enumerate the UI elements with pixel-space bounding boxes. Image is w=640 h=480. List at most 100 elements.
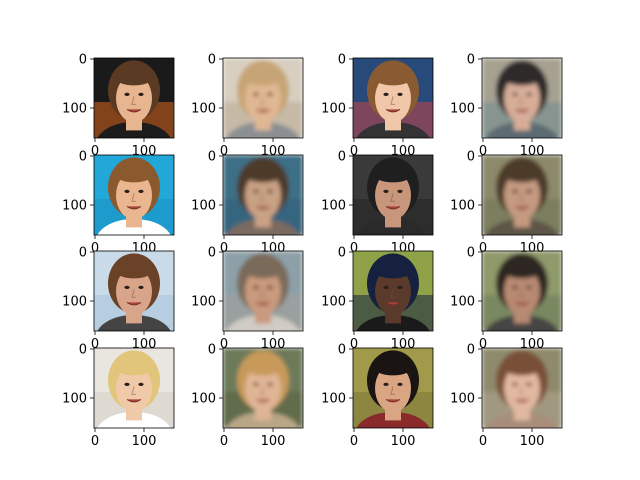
reconstructed-face-image <box>482 348 562 428</box>
face-panel: 0 100 0 100 <box>62 343 175 449</box>
y-tick-label: 0 <box>467 343 475 358</box>
y-tick-label: 0 <box>338 246 346 261</box>
y-tick-label: 100 <box>450 295 475 310</box>
axes-frame <box>352 347 434 429</box>
face-panel: 0 100 0 100 <box>321 343 434 449</box>
y-tick-label: 100 <box>191 199 216 214</box>
original-face-image <box>94 251 174 331</box>
y-tick-label: 0 <box>467 53 475 68</box>
face-panel: 0 100 0 100 <box>450 343 563 449</box>
y-tick-label: 0 <box>208 150 216 165</box>
y-tick-label: 100 <box>450 199 475 214</box>
y-tick-label: 0 <box>338 150 346 165</box>
axes-frame <box>481 347 563 429</box>
x-tick-label: 0 <box>479 434 487 449</box>
x-tick-label: 0 <box>350 144 358 159</box>
x-tick-label: 100 <box>391 434 416 449</box>
x-tick-label: 0 <box>91 144 99 159</box>
original-face-image <box>353 58 433 138</box>
x-tick-label: 100 <box>132 434 157 449</box>
reconstructed-face-image <box>482 58 562 138</box>
axes-frame <box>93 347 175 429</box>
y-tick-label: 0 <box>467 150 475 165</box>
x-tick-label: 0 <box>350 434 358 449</box>
original-face-image <box>94 58 174 138</box>
original-face-image <box>353 251 433 331</box>
reconstructed-face-image <box>482 251 562 331</box>
x-tick-label: 0 <box>220 144 228 159</box>
y-tick-label: 0 <box>79 343 87 358</box>
original-face-image <box>353 155 433 235</box>
x-tick-label: 0 <box>479 337 487 352</box>
axes-frame <box>222 347 304 429</box>
face-panel: 0 100 0 100 <box>191 343 304 449</box>
reconstructed-face-image <box>223 251 303 331</box>
y-tick-label: 100 <box>191 102 216 117</box>
axes-frame <box>352 154 434 236</box>
y-tick-label: 0 <box>79 150 87 165</box>
x-tick-label: 0 <box>91 434 99 449</box>
axes-frame <box>481 250 563 332</box>
y-tick-label: 0 <box>338 343 346 358</box>
y-tick-label: 0 <box>208 246 216 261</box>
x-tick-label: 0 <box>220 337 228 352</box>
y-tick-label: 0 <box>79 53 87 68</box>
original-face-image <box>353 348 433 428</box>
x-tick-label: 0 <box>220 241 228 256</box>
y-tick-label: 100 <box>321 199 346 214</box>
reconstructed-face-image <box>482 155 562 235</box>
x-tick-label: 0 <box>220 434 228 449</box>
axes-frame <box>222 57 304 139</box>
y-tick-label: 100 <box>321 392 346 407</box>
y-tick-label: 0 <box>79 246 87 261</box>
axes-frame <box>93 154 175 236</box>
axes-frame <box>352 250 434 332</box>
y-tick-label: 0 <box>208 343 216 358</box>
axes-frame <box>352 57 434 139</box>
y-tick-label: 100 <box>450 392 475 407</box>
y-tick-label: 100 <box>321 295 346 310</box>
y-tick-label: 0 <box>338 53 346 68</box>
x-tick-label: 0 <box>350 241 358 256</box>
x-tick-label: 0 <box>479 144 487 159</box>
reconstructed-face-image <box>223 155 303 235</box>
x-tick-label: 0 <box>350 337 358 352</box>
y-tick-label: 0 <box>208 53 216 68</box>
y-tick-label: 100 <box>62 199 87 214</box>
y-tick-label: 100 <box>62 295 87 310</box>
x-tick-label: 0 <box>479 241 487 256</box>
axes-frame <box>481 154 563 236</box>
original-face-image <box>94 348 174 428</box>
y-tick-label: 100 <box>62 102 87 117</box>
x-tick-label: 100 <box>520 434 545 449</box>
y-tick-label: 100 <box>321 102 346 117</box>
axes-frame <box>93 250 175 332</box>
axes-frame <box>222 250 304 332</box>
y-tick-label: 100 <box>62 392 87 407</box>
y-tick-label: 100 <box>450 102 475 117</box>
y-tick-label: 100 <box>191 295 216 310</box>
x-tick-label: 0 <box>91 241 99 256</box>
axes-frame <box>93 57 175 139</box>
original-face-image <box>94 155 174 235</box>
x-tick-label: 100 <box>261 434 286 449</box>
y-tick-label: 0 <box>467 246 475 261</box>
axes-frame <box>481 57 563 139</box>
reconstructed-face-image <box>223 348 303 428</box>
y-tick-label: 100 <box>191 392 216 407</box>
x-tick-label: 0 <box>91 337 99 352</box>
axes-frame <box>222 154 304 236</box>
